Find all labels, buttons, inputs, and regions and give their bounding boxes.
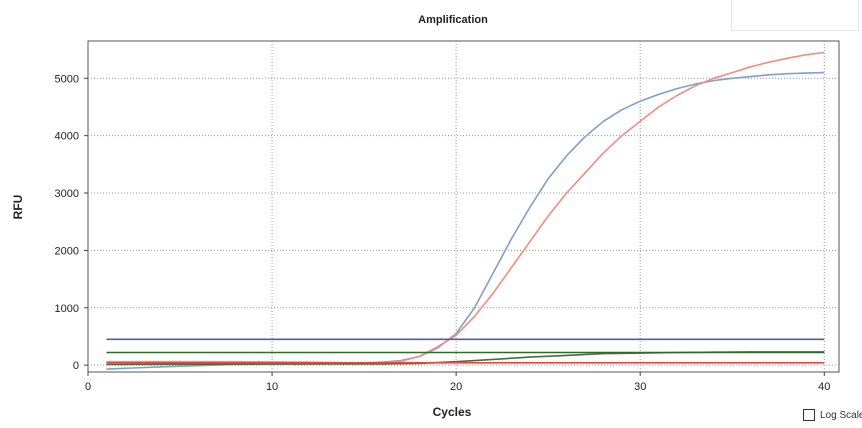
y-axis-label: RFU [11,195,25,220]
y-tick-label-0: 0 [73,360,79,372]
series-group [106,51,825,370]
grid-lines [88,41,839,372]
x-tick-label-3: 30 [634,381,646,393]
y-tick-label-1: 1000 [55,303,79,315]
x-tick-label-2: 20 [450,381,462,393]
plot-area [87,40,840,373]
x-axis-label: Cycles [433,405,472,419]
top-panel-box [731,0,859,31]
y-axis-ticks: 0 1000 2000 3000 4000 5000 [55,73,88,372]
y-tick-label-3: 3000 [55,188,79,200]
x-tick-label-1: 10 [266,381,278,393]
y-tick-label-4: 4000 [55,131,79,143]
log-scale-toggle[interactable]: Log Scale [803,409,862,421]
log-scale-checkbox[interactable] [803,409,815,421]
y-tick-label-2: 2000 [55,245,79,257]
log-scale-label: Log Scale [820,409,862,421]
x-tick-label-0: 0 [85,381,91,393]
x-tick-label-4: 40 [818,381,830,393]
y-tick-label-5: 5000 [55,73,79,85]
chart-title: Amplification [418,14,488,26]
x-axis-ticks: 0 10 20 30 40 [85,372,830,393]
